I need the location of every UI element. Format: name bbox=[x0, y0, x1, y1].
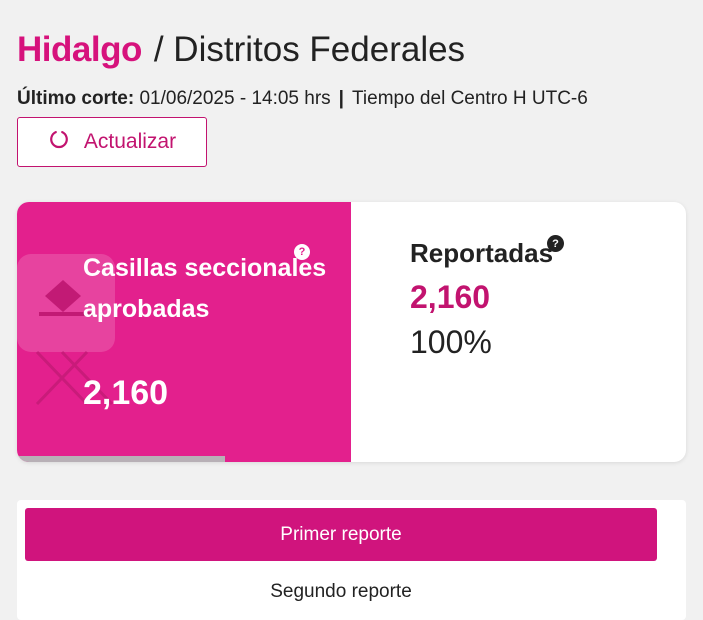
section-name: Distritos Federales bbox=[173, 30, 466, 69]
reported-percent: 100% bbox=[410, 324, 492, 360]
page-title: Hidalgo / Distritos Federales bbox=[17, 28, 465, 72]
reports-panel: Primer reporte Segundo reporte bbox=[17, 500, 686, 620]
second-report-button[interactable]: Segundo reporte bbox=[270, 581, 412, 602]
reported-panel: Reportadas ? 2,160 100% bbox=[351, 202, 686, 462]
help-icon[interactable]: ? bbox=[547, 235, 564, 252]
help-icon[interactable]: ? bbox=[294, 244, 310, 260]
refresh-label: Actualizar bbox=[83, 130, 177, 153]
refresh-icon bbox=[48, 128, 70, 156]
info-divider: | bbox=[338, 88, 344, 109]
last-cut-label: Último corte: bbox=[17, 88, 135, 109]
state-name: Hidalgo bbox=[17, 30, 142, 69]
title-separator: / bbox=[153, 30, 164, 69]
approved-value: 2,160 bbox=[83, 374, 169, 412]
refresh-button[interactable]: Actualizar bbox=[17, 117, 207, 167]
ballot-box-decoration bbox=[17, 254, 115, 406]
last-cut-info: Último corte: 01/06/2025 - 14:05 hrs | Tie… bbox=[17, 86, 588, 112]
approved-panel: Casillas seccionales aprobadas 2,160 ? bbox=[17, 202, 351, 462]
approved-label: Casillas seccionales aprobadas bbox=[83, 254, 327, 323]
first-report-button[interactable]: Primer reporte bbox=[25, 508, 657, 561]
summary-card: Casillas seccionales aprobadas 2,160 ? R… bbox=[17, 202, 686, 462]
reported-value: 2,160 bbox=[410, 279, 491, 315]
last-cut-datetime: 01/06/2025 - 14:05 hrs bbox=[139, 88, 331, 109]
timezone-label: Tiempo del Centro H UTC-6 bbox=[352, 88, 588, 109]
reported-label: Reportadas bbox=[410, 238, 554, 268]
progress-bar bbox=[17, 456, 225, 462]
